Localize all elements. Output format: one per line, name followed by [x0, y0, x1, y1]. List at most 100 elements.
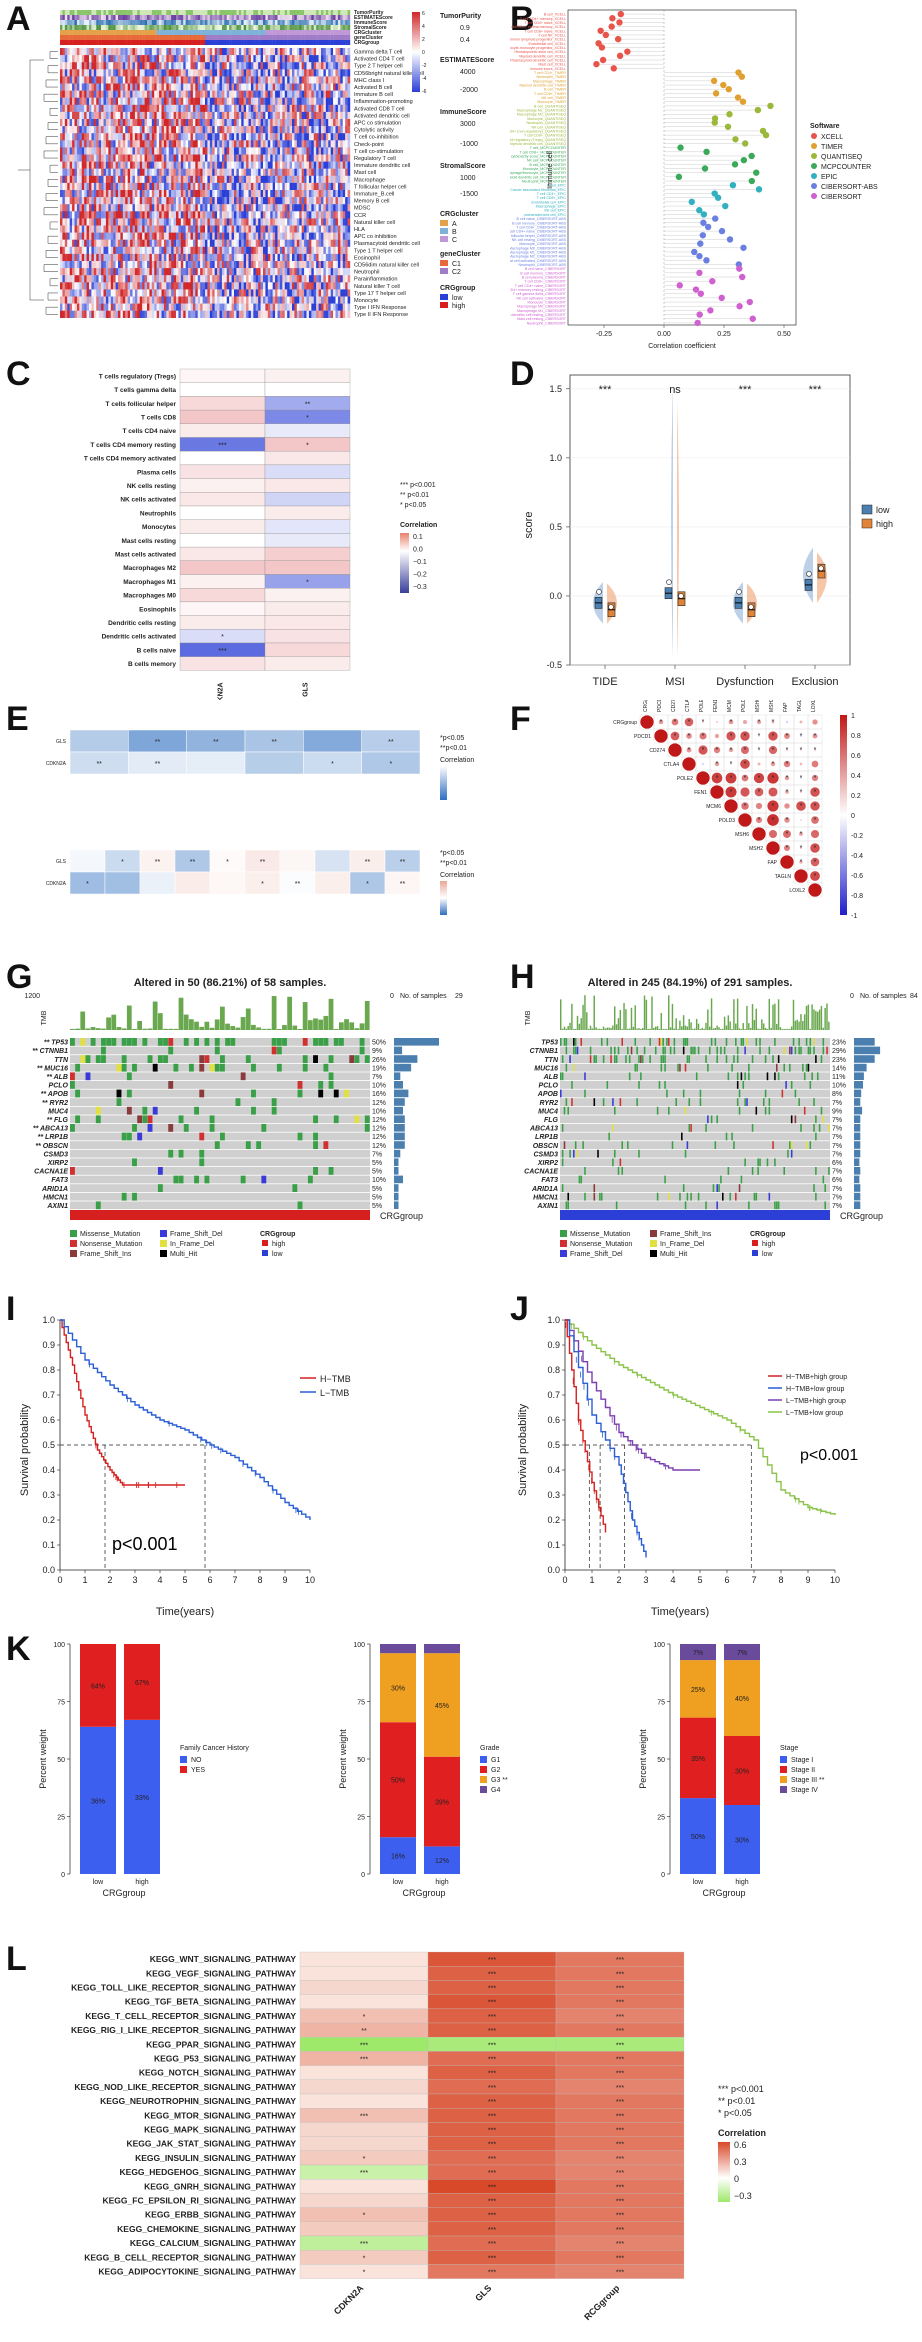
heatmap-cell — [74, 126, 78, 134]
heatmap-cell — [156, 104, 160, 113]
heatmap-cell — [304, 69, 307, 77]
annotation-cell — [200, 20, 203, 25]
heatmap-cell — [224, 190, 227, 198]
heatmap-cell — [118, 239, 121, 247]
annotation-cell — [325, 35, 329, 40]
heatmap-cell — [279, 246, 283, 255]
heatmap-cell — [84, 211, 87, 219]
heatmap-cell — [178, 282, 182, 290]
heatmap-cell — [236, 168, 240, 176]
heatmap-cell — [89, 218, 92, 226]
heatmap-cell — [272, 211, 276, 219]
heatmap-cell — [275, 253, 278, 262]
heatmap-cell — [91, 246, 95, 255]
annotation-cell — [321, 15, 324, 20]
heatmap-cell — [110, 104, 114, 113]
heatmap-cell — [323, 62, 327, 70]
heatmap-cell — [296, 168, 300, 176]
heatmap-cell — [96, 211, 99, 219]
heatmap-cell — [197, 69, 201, 77]
heatmap-cell — [110, 225, 114, 233]
annotation-cell — [127, 30, 131, 35]
annotation-cell — [91, 35, 95, 40]
heatmap-cell — [197, 62, 201, 70]
heatmap-cell — [151, 48, 155, 56]
heatmap-cell — [246, 246, 249, 255]
heatmap-cell — [101, 147, 104, 155]
heatmap-cell — [79, 175, 82, 184]
heatmap-cell — [122, 97, 126, 105]
heatmap-cell — [144, 161, 148, 169]
heatmap-cell — [308, 175, 312, 184]
heatmap-cell — [260, 97, 264, 105]
heatmap-cell — [265, 62, 269, 70]
heatmap-cell — [304, 111, 307, 120]
heatmap-cell — [316, 90, 319, 98]
heatmap-cell — [340, 190, 343, 198]
heatmap-cell — [134, 161, 138, 169]
heatmap-cell — [105, 211, 109, 219]
annotation-cell — [118, 15, 121, 20]
heatmap-cell — [130, 55, 133, 63]
heatmap-cell — [120, 175, 124, 184]
heatmap-cell — [200, 253, 203, 262]
heatmap-cell — [185, 232, 189, 240]
heatmap-cell — [122, 168, 126, 176]
annotation-cell — [279, 25, 283, 30]
heatmap-cell — [219, 140, 223, 148]
heatmap-cell — [62, 218, 66, 226]
heatmap-cell — [125, 133, 128, 141]
heatmap-cell — [209, 239, 213, 247]
heatmap-cell — [185, 90, 189, 98]
heatmap-cell — [69, 126, 73, 134]
annotation-cell — [258, 25, 261, 30]
heatmap-cell — [205, 232, 208, 240]
heatmap-cell — [134, 261, 138, 269]
heatmap-cell — [168, 97, 172, 105]
heatmap-cell — [260, 190, 264, 198]
heatmap-cell — [176, 275, 179, 283]
heatmap-cell — [296, 119, 300, 127]
heatmap-cell — [159, 246, 162, 255]
annotation-cell — [72, 35, 75, 40]
heatmap-cell — [202, 204, 206, 212]
annotation-cell — [122, 15, 126, 20]
heatmap-cell — [74, 62, 78, 70]
heatmap-cell — [260, 111, 264, 120]
heatmap-cell — [130, 154, 133, 162]
heatmap-cell — [144, 133, 148, 141]
heatmap-cell — [207, 111, 211, 120]
heatmap-cell — [342, 161, 346, 169]
heatmap-cell — [200, 90, 203, 98]
heatmap-cell — [333, 154, 336, 162]
heatmap-cell — [304, 62, 307, 70]
annotation-cell — [173, 10, 177, 15]
heatmap-cell — [207, 62, 211, 70]
heatmap-cell — [190, 48, 194, 56]
heatmap-cell — [330, 190, 334, 198]
annotation-cell — [321, 35, 324, 40]
heatmap-cell — [183, 232, 186, 240]
heatmap-cell — [144, 55, 148, 63]
annotation-cell — [163, 30, 167, 35]
heatmap-cell — [76, 90, 80, 98]
heatmap-cell — [308, 190, 312, 198]
heatmap-cell — [69, 62, 73, 70]
heatmap-cell — [178, 253, 182, 262]
annotation-cell — [91, 40, 95, 45]
heatmap-cell — [130, 268, 133, 276]
heatmap-cell — [287, 147, 290, 155]
heatmap-cell — [224, 253, 227, 262]
heatmap-cell — [103, 246, 107, 255]
heatmap-cell — [178, 239, 182, 247]
heatmap-cell — [149, 197, 153, 205]
heatmap-cell — [284, 275, 288, 283]
heatmap-cell — [304, 232, 307, 240]
heatmap-cell — [284, 253, 288, 262]
heatmap-cell — [101, 253, 104, 262]
heatmap-cell — [347, 246, 351, 255]
annotation-cell — [149, 40, 153, 45]
heatmap-cell — [115, 104, 119, 113]
heatmap-cell — [292, 275, 295, 283]
heatmap-cell — [253, 119, 256, 127]
